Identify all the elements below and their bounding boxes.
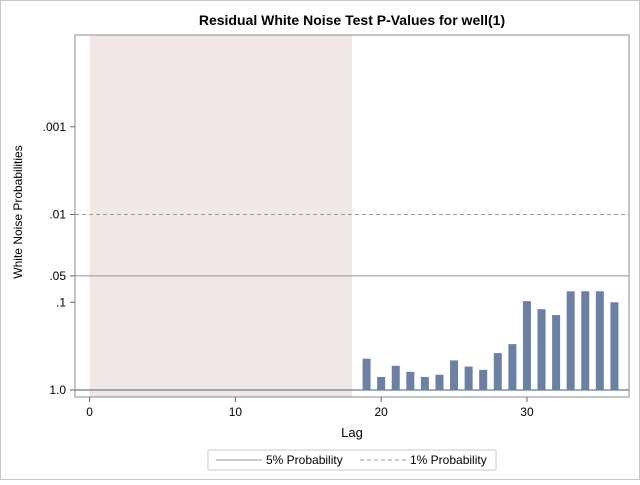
bar-lag-35 — [595, 291, 604, 390]
bar-lag-33 — [566, 291, 575, 390]
bar-lag-28 — [493, 353, 502, 390]
legend-box — [207, 449, 497, 471]
bar-lag-34 — [581, 291, 590, 390]
legend-label-1pct: 1% Probability — [410, 453, 487, 467]
bar-lag-19 — [362, 358, 371, 390]
y-tick-label-0: 1.0 — [49, 383, 66, 397]
bar-lag-25 — [450, 360, 459, 390]
bar-lag-32 — [552, 315, 561, 390]
y-axis-label: White Noise Probabilities — [11, 145, 25, 278]
bar-lag-23 — [420, 376, 429, 390]
x-tick-label-10: 10 — [229, 405, 243, 419]
bar-lag-26 — [464, 366, 473, 390]
y-tick-label-1: .1 — [56, 295, 66, 309]
x-axis-label: Lag — [341, 425, 363, 440]
legend-label-5pct: 5% Probability — [266, 453, 343, 467]
plot-frame — [74, 34, 630, 398]
bar-lag-30 — [522, 301, 531, 390]
x-tick-label-20: 20 — [374, 405, 388, 419]
plot-area: 0 10 20 30 1.0 .1 .05 .01 .001 — [43, 34, 630, 419]
y-tick-label-4: .001 — [43, 120, 67, 134]
bar-lag-27 — [479, 369, 488, 390]
legend: 5% Probability 1% Probability — [207, 449, 497, 471]
bar-lag-36 — [610, 302, 619, 390]
y-tick-label-3: .01 — [49, 208, 66, 222]
x-tick-label-30: 30 — [520, 405, 534, 419]
chart-title: Residual White Noise Test P-Values for w… — [199, 12, 505, 28]
x-tick-label-0: 0 — [86, 405, 93, 419]
bar-lag-21 — [391, 365, 400, 390]
bar-lag-29 — [508, 344, 517, 390]
shaded-region — [89, 35, 352, 397]
bar-lag-31 — [537, 309, 546, 390]
y-tick-label-2: .05 — [49, 269, 66, 283]
bar-lag-22 — [406, 371, 415, 390]
bar-lag-24 — [435, 374, 444, 390]
bar-lag-20 — [377, 376, 386, 390]
